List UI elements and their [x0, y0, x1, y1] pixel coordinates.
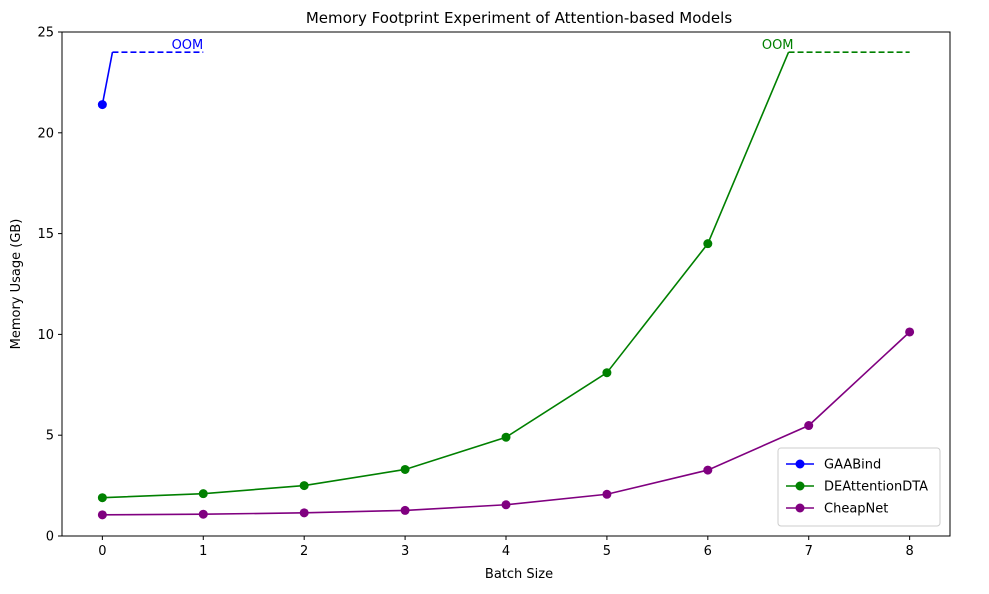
- data-point: [501, 500, 511, 510]
- x-axis-label: Batch Size: [485, 567, 553, 582]
- x-tick-label: 0: [98, 544, 106, 559]
- legend-swatch-marker: [795, 481, 805, 491]
- legend-item-cheapnet: CheapNet: [786, 502, 888, 517]
- y-tick-label: 20: [37, 126, 54, 141]
- legend-swatch-marker: [795, 503, 805, 513]
- y-tick-label: 0: [46, 530, 54, 545]
- chart-title: Memory Footprint Experiment of Attention…: [306, 9, 732, 27]
- data-point: [299, 508, 309, 518]
- legend-label: CheapNet: [824, 502, 888, 517]
- x-tick-label: 6: [704, 544, 712, 559]
- data-point: [198, 489, 208, 499]
- data-point: [198, 509, 208, 519]
- legend-label: DEAttentionDTA: [824, 480, 928, 495]
- data-point: [602, 489, 612, 499]
- data-point: [400, 464, 410, 474]
- data-point: [905, 327, 915, 337]
- y-tick-label: 15: [37, 227, 54, 242]
- x-tick-label: 5: [603, 544, 611, 559]
- plot-frame: [61, 31, 951, 537]
- series-cheapnet: [97, 327, 915, 520]
- x-tick-label: 2: [300, 544, 308, 559]
- legend-swatch-marker: [795, 459, 805, 469]
- x-tick-label: 4: [502, 544, 510, 559]
- data-point: [97, 493, 107, 503]
- legend: GAABind DEAttentionDTA CheapNet: [777, 447, 941, 527]
- data-point: [703, 465, 713, 475]
- series-line: [102, 51, 790, 499]
- x-tick-label: 8: [905, 544, 913, 559]
- series-line: [101, 52, 114, 105]
- legend-item-deattentiondta: DEAttentionDTA: [786, 480, 928, 495]
- series-deattentiondta: OOM: [97, 38, 910, 503]
- data-point: [97, 510, 107, 520]
- legend-box: [777, 447, 941, 527]
- x-tick-label: 1: [199, 544, 207, 559]
- oom-label: OOM: [172, 38, 204, 53]
- legend-label: GAABind: [824, 458, 881, 473]
- data-point: [703, 239, 713, 249]
- y-tick-label: 10: [37, 328, 54, 343]
- x-tick-label: 3: [401, 544, 409, 559]
- y-tick-label: 25: [37, 26, 54, 41]
- data-point: [501, 432, 511, 442]
- data-point: [400, 505, 410, 515]
- oom-label: OOM: [762, 38, 794, 53]
- data-point: [804, 421, 814, 431]
- x-tick-label: 7: [805, 544, 813, 559]
- y-tick-label: 5: [46, 429, 54, 444]
- data-point: [97, 100, 107, 110]
- data-point: [602, 368, 612, 378]
- data-point: [299, 481, 309, 491]
- legend-item-gaabind: GAABind: [786, 458, 881, 473]
- series-gaabind: OOM: [97, 38, 204, 110]
- plot-area: 0 1 2 3 4 5 6 7 8 0 5 10 15 20 25 OOM OOM GAABind DEAttent…: [37, 26, 951, 559]
- y-axis-label: Memory Usage (GB): [9, 219, 24, 350]
